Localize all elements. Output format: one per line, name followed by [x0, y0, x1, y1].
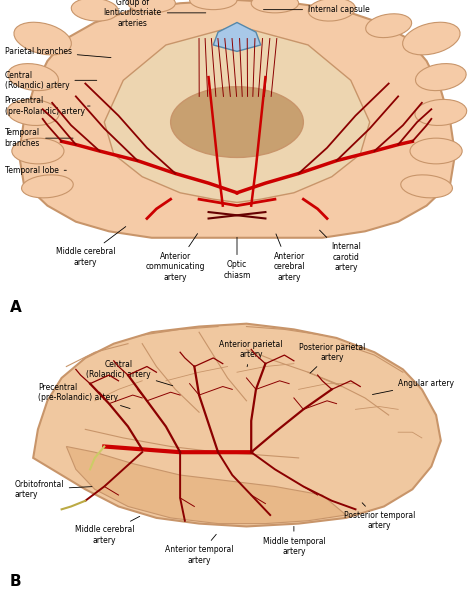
Ellipse shape — [71, 0, 118, 21]
Ellipse shape — [190, 0, 237, 10]
Text: Middle temporal
artery: Middle temporal artery — [263, 527, 325, 556]
Text: Precentral
(pre-Rolandic) artery: Precentral (pre-Rolandic) artery — [38, 383, 130, 409]
Text: Parietal branches: Parietal branches — [5, 47, 111, 58]
Ellipse shape — [401, 175, 453, 198]
Text: Middle cerebral
artery: Middle cerebral artery — [74, 516, 140, 545]
Text: Optic
chiasm: Optic chiasm — [223, 237, 251, 280]
Text: Temporal
branches: Temporal branches — [5, 129, 73, 148]
Ellipse shape — [21, 175, 73, 198]
Text: Precentral
(pre-Rolandic) artery: Precentral (pre-Rolandic) artery — [5, 96, 90, 116]
Text: Middle cerebral
artery: Middle cerebral artery — [55, 227, 126, 267]
Ellipse shape — [12, 138, 64, 164]
Ellipse shape — [416, 64, 466, 90]
Text: Anterior
communicating
artery: Anterior communicating artery — [146, 234, 205, 281]
Text: Central
(Rolandic) artery: Central (Rolandic) artery — [86, 359, 173, 386]
Text: B: B — [9, 574, 21, 589]
Ellipse shape — [410, 138, 462, 164]
Ellipse shape — [7, 99, 59, 126]
Polygon shape — [33, 324, 441, 527]
Ellipse shape — [402, 22, 460, 55]
Ellipse shape — [171, 87, 303, 158]
Polygon shape — [19, 0, 455, 238]
Text: Orbitofrontal
artery: Orbitofrontal artery — [14, 480, 92, 499]
Ellipse shape — [8, 64, 58, 90]
Text: Anterior
cerebral
artery: Anterior cerebral artery — [273, 234, 305, 281]
Text: Posterior temporal
artery: Posterior temporal artery — [344, 503, 415, 531]
Polygon shape — [104, 26, 370, 202]
Ellipse shape — [128, 0, 175, 13]
Text: Anterior temporal
artery: Anterior temporal artery — [165, 534, 233, 565]
Polygon shape — [213, 23, 261, 51]
Text: Posterior parietal
artery: Posterior parietal artery — [299, 343, 365, 373]
Text: Internal
carotid
artery: Internal carotid artery — [319, 230, 361, 272]
Text: Group of
lenticulostriate
arteries: Group of lenticulostriate arteries — [104, 0, 206, 28]
Text: Anterior parietal
artery: Anterior parietal artery — [219, 340, 283, 367]
Ellipse shape — [366, 14, 411, 37]
Polygon shape — [66, 446, 346, 524]
Ellipse shape — [14, 22, 72, 55]
Ellipse shape — [308, 0, 356, 21]
Text: Central
(Rolandic) artery: Central (Rolandic) artery — [5, 71, 97, 90]
Ellipse shape — [415, 99, 467, 126]
Text: Temporal lobe: Temporal lobe — [5, 166, 66, 175]
Text: A: A — [9, 300, 21, 315]
Text: Internal capsule: Internal capsule — [264, 5, 370, 14]
Text: Angular artery: Angular artery — [373, 379, 454, 394]
Ellipse shape — [251, 0, 299, 13]
